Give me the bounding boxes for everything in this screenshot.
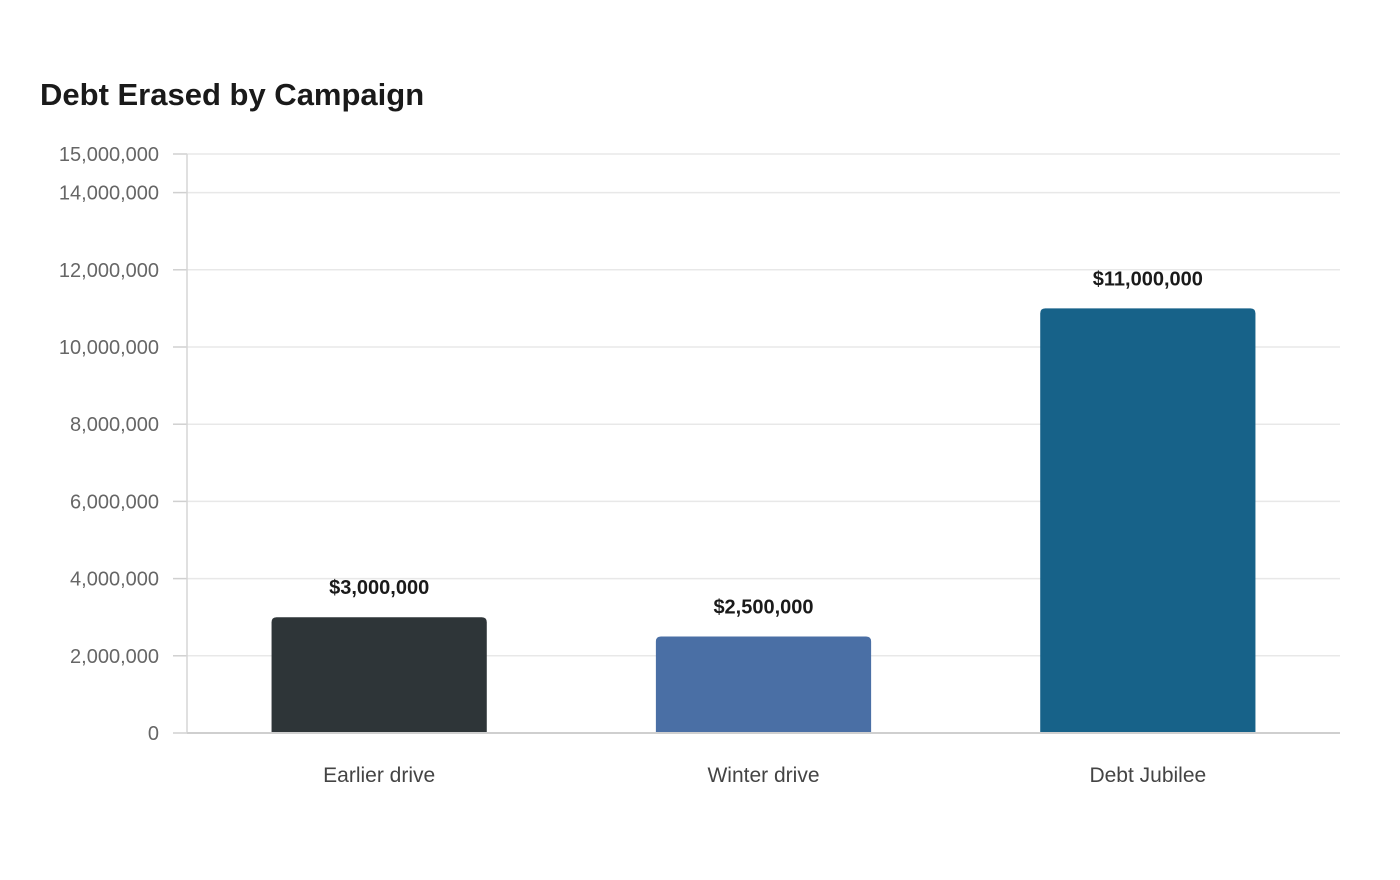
bars: [271, 308, 1256, 733]
labels: 0 2,000,000 4,000,000 6,000,000 8,000,000 10,…: [59, 144, 1206, 787]
y-tick-label: 15,000,000: [59, 144, 159, 166]
bar: [271, 617, 487, 733]
bar-data-label: $3,000,000: [329, 577, 429, 599]
x-category-label: Debt Jubilee: [1089, 764, 1206, 787]
bar-data-label: $2,500,000: [713, 597, 813, 619]
axes: [173, 153, 1340, 734]
y-tick-label: 0: [148, 723, 159, 745]
y-tick-label: 10,000,000: [59, 337, 159, 359]
chart-title: Debt Erased by Campaign: [40, 77, 425, 112]
x-category-label: Winter drive: [707, 764, 819, 787]
y-tick-label: 12,000,000: [59, 260, 159, 282]
y-tick-label: 8,000,000: [70, 414, 159, 436]
bar-data-label: $11,000,000: [1093, 268, 1203, 290]
y-tick-label: 4,000,000: [70, 569, 159, 591]
x-category-label: Earlier drive: [323, 764, 435, 787]
y-tick-label: 6,000,000: [70, 491, 159, 513]
y-tick-label: 14,000,000: [59, 183, 159, 205]
bar: [655, 636, 872, 733]
y-tick-label: 2,000,000: [70, 646, 159, 668]
bar: [1040, 308, 1256, 733]
